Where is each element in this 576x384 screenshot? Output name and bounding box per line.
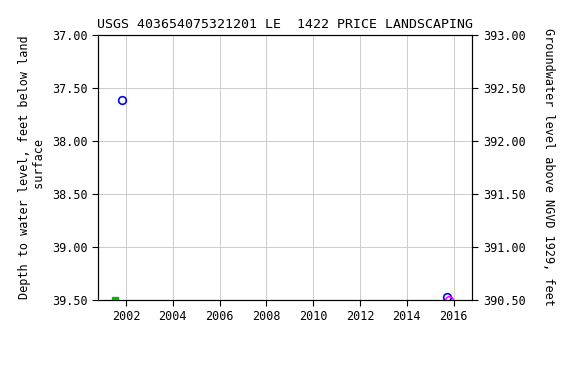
Title: USGS 403654075321201 LE  1422 PRICE LANDSCAPING: USGS 403654075321201 LE 1422 PRICE LANDS… — [97, 18, 473, 31]
Legend: Period of approved data, Period of provisional data: Period of approved data, Period of provi… — [61, 380, 509, 384]
Y-axis label: Depth to water level, feet below land
 surface: Depth to water level, feet below land su… — [18, 35, 46, 299]
Y-axis label: Groundwater level above NGVD 1929, feet: Groundwater level above NGVD 1929, feet — [542, 28, 555, 306]
